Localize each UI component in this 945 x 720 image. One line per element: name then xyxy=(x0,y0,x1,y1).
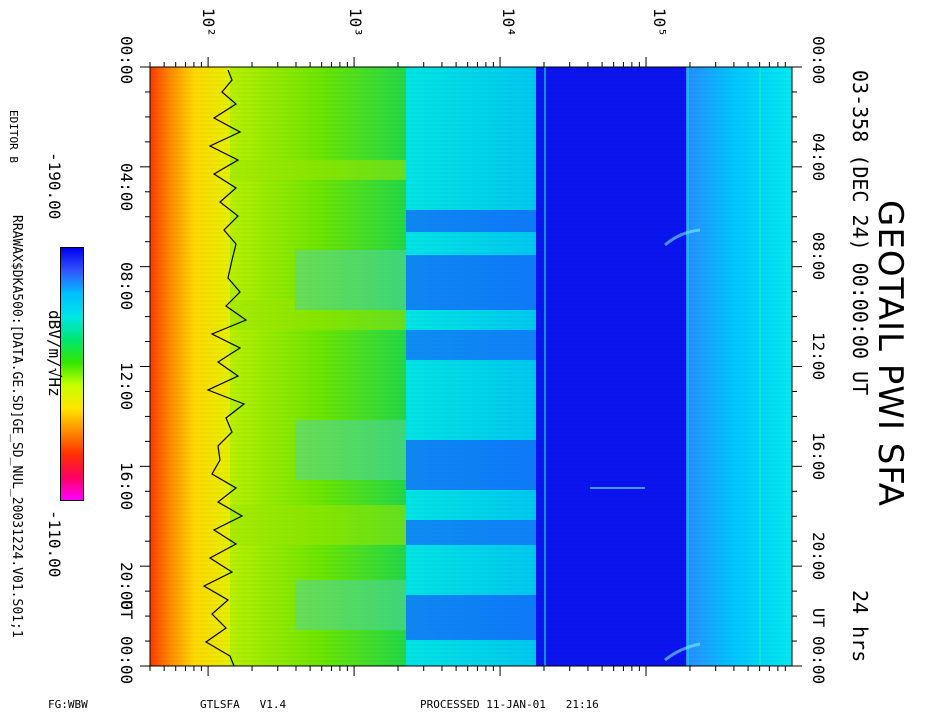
y-tick-label: 00:00 xyxy=(117,36,136,85)
y-tick-label-right: 20:00 xyxy=(809,532,828,581)
time-span: 24 hrs xyxy=(848,590,872,663)
y-tick-label-right: 12:00 xyxy=(809,332,828,381)
footer-left: FG:WBW xyxy=(48,698,88,711)
y-tick-label-right: 16:00 xyxy=(809,432,828,481)
y-tick-label: 08:00 xyxy=(117,262,136,311)
y-tick-label-right: 04:00 xyxy=(809,133,828,182)
colorbar-max-label: -110.00 xyxy=(45,510,64,578)
y-axis-left-ut: UT xyxy=(117,600,136,620)
y-axis-right: 00:00 04:00 08:00 12:00 16:00 20:00 UT 0… xyxy=(800,30,830,700)
y-tick-label: 00:00 xyxy=(117,636,136,685)
y-tick-marks xyxy=(140,66,802,667)
x-tick-marks xyxy=(149,57,786,67)
y-tick-label: 04:00 xyxy=(117,163,136,212)
footer-center: GTLSFA V1.4 xyxy=(200,698,287,711)
y-tick-label: 16:00 xyxy=(117,462,136,511)
colorbar-unit-label: dBV/m/√Hz xyxy=(45,310,64,397)
spectrogram-bands xyxy=(150,67,792,666)
page-title: GEOTAIL PWI SFA xyxy=(870,200,910,507)
y-tick-label-right: 08:00 xyxy=(809,232,828,281)
x-tick-marks-bottom xyxy=(149,666,786,676)
y-tick-label-right: UT xyxy=(809,608,828,628)
y-tick-label: 12:00 xyxy=(117,362,136,411)
data-path: RRAWAX$DKA500:[DATA.GE.SD]GE_SD_NUL_2003… xyxy=(9,215,24,638)
colorbar xyxy=(60,247,84,501)
y-tick-label-right: 00:00 xyxy=(809,636,828,685)
colorbar-min-label: -190.00 xyxy=(45,152,64,220)
footer-right: PROCESSED 11-JAN-01 21:16 xyxy=(420,698,599,711)
title-block: GEOTAIL PWI SFA 03-358 (DEC 24) 00:00:00… xyxy=(840,60,940,663)
y-tick-label-right: 00:00 xyxy=(809,36,828,85)
spectrogram-texture xyxy=(230,67,761,666)
trace-line xyxy=(202,69,248,667)
page-subtitle: 03-358 (DEC 24) 00:00:00 UT xyxy=(848,70,872,396)
